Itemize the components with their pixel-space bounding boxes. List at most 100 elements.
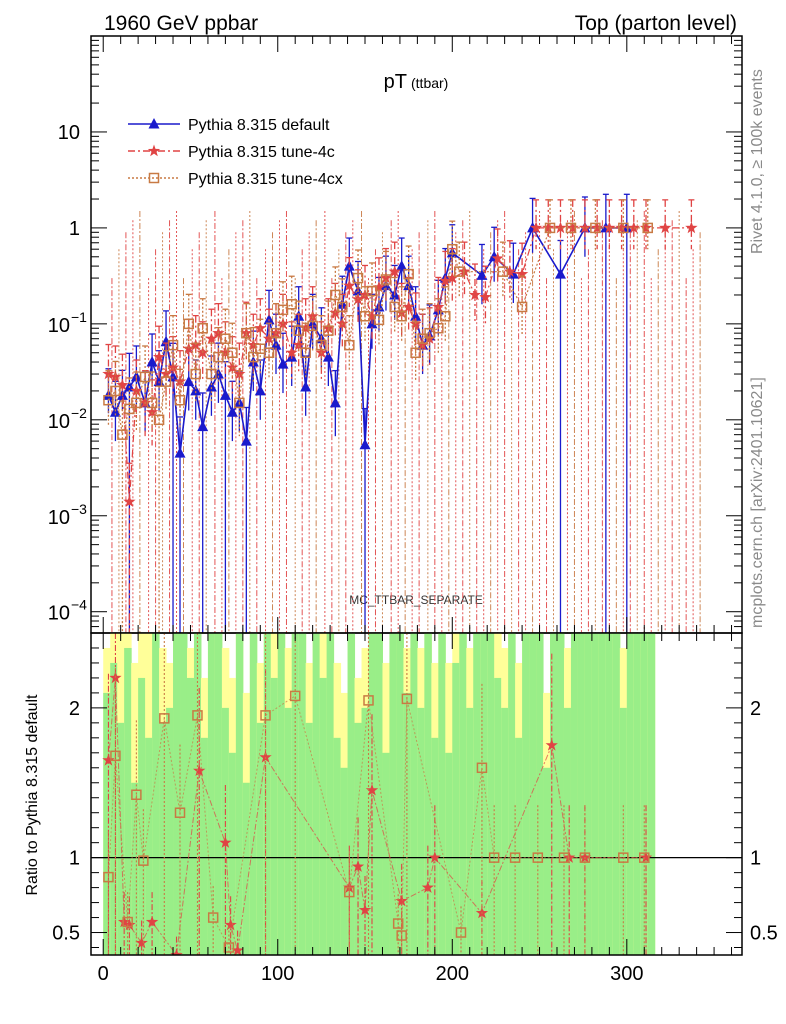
band-green [361, 707, 370, 955]
data-point [372, 280, 386, 293]
ratio-y-tick-label-right: 2 [750, 698, 761, 720]
band-green [480, 633, 488, 955]
data-point [542, 221, 555, 234]
data-point [262, 332, 276, 344]
data-point [109, 370, 122, 383]
ratio-y-tick-label-right: 0.5 [750, 923, 778, 945]
data-point [145, 405, 159, 418]
legend-marker [148, 118, 160, 129]
data-point [205, 332, 218, 344]
band-green [312, 633, 321, 955]
data-point [343, 279, 356, 291]
band-green [445, 752, 453, 955]
band-green [145, 737, 153, 955]
band-green [487, 633, 495, 955]
band-green [166, 707, 174, 955]
ratio-point [260, 710, 271, 721]
ratio-point [123, 918, 136, 931]
band-green [103, 692, 111, 955]
data-point [174, 394, 186, 406]
legend-marker [147, 144, 161, 157]
data-point [197, 420, 209, 432]
data-point [416, 338, 429, 351]
side-label-lower: mcplots.cern.ch [arXiv:2401.10621] [749, 377, 766, 628]
data-point [102, 367, 115, 380]
band-green [347, 633, 356, 955]
data-point [554, 221, 567, 234]
data-point [103, 394, 114, 406]
band-green [186, 677, 195, 955]
plot-title: pT [384, 71, 407, 93]
data-point [306, 309, 319, 322]
data-point [241, 327, 252, 339]
data-point [529, 221, 543, 234]
data-point [139, 371, 151, 383]
band-green [228, 752, 237, 955]
data-point [300, 347, 311, 358]
y-tick-label-exponent: −1 [71, 309, 87, 325]
y-tick-label-exponent: −2 [71, 405, 87, 421]
data-point [213, 351, 224, 363]
ratio-point [207, 912, 219, 923]
band-green [438, 633, 446, 955]
band-green [508, 633, 516, 955]
band-green [277, 633, 286, 955]
data-point [173, 375, 187, 387]
legend: Pythia 8.315 default Pythia 8.315 tune-4c… [128, 117, 343, 188]
data-point [343, 260, 355, 271]
band-green [626, 633, 635, 955]
data-point [286, 299, 297, 310]
data-point [240, 435, 252, 446]
data-point [440, 311, 451, 322]
y-tick-label: 10 [58, 122, 80, 144]
data-point [183, 375, 195, 387]
data-point [497, 266, 509, 277]
data-point [359, 311, 371, 322]
band-green [647, 633, 656, 955]
data-point [248, 351, 259, 363]
ratio-point [488, 852, 500, 863]
data-point [566, 221, 579, 234]
ratio-point [476, 762, 488, 774]
band-green [563, 707, 572, 955]
data-point [358, 288, 372, 301]
data-point [396, 311, 407, 322]
band-green [110, 662, 118, 955]
series-line [108, 227, 648, 435]
x-tick-label: 100 [261, 963, 294, 985]
data-point [205, 380, 217, 392]
band-green [605, 633, 614, 955]
data-point [515, 267, 529, 280]
data-point [468, 288, 482, 301]
x-tick-label: 200 [436, 963, 469, 985]
ratio-point [392, 918, 404, 929]
data-point [109, 406, 121, 417]
data-point [190, 384, 202, 396]
data-point [277, 358, 289, 369]
data-point [329, 396, 341, 408]
ratio-point [145, 915, 159, 928]
ratio-point [193, 764, 206, 776]
data-point [590, 222, 601, 234]
data-point [226, 406, 238, 417]
data-point [277, 304, 289, 316]
data-point [685, 221, 698, 234]
data-point [153, 414, 165, 426]
data-point [316, 339, 327, 351]
ratio-point [223, 942, 235, 953]
band-green [473, 633, 481, 955]
band-green [138, 677, 146, 955]
data-point [117, 429, 128, 440]
data-point [544, 222, 556, 234]
ratio-point [289, 690, 301, 702]
data-point [160, 376, 172, 387]
data-point [352, 272, 364, 284]
header-right: Top (parton level) [575, 12, 737, 35]
band-green [242, 782, 251, 955]
data-point [146, 397, 158, 409]
band-green [340, 767, 349, 955]
data-point [292, 338, 305, 351]
band-green [550, 633, 558, 955]
data-point [446, 271, 459, 284]
y-tick-label-exponent: −4 [71, 597, 87, 613]
